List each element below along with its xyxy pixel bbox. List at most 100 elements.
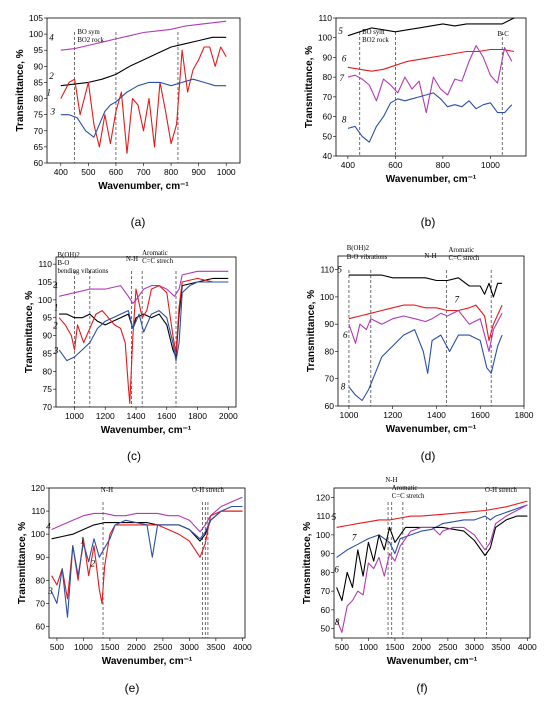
curve-label: 8 xyxy=(341,382,346,392)
x-tick-label: 600 xyxy=(109,167,123,177)
y-tick-label: 90 xyxy=(325,319,335,329)
annotation: C=C stretch xyxy=(392,493,425,500)
y-tick-label: 110 xyxy=(38,259,52,269)
curve-label: 4 xyxy=(46,522,51,532)
annotation: B(OH)2 xyxy=(58,252,81,259)
x-tick-label: 1500 xyxy=(100,642,119,652)
series-line-8 xyxy=(336,504,528,633)
curve-label: 5 xyxy=(337,264,342,274)
x-tick-label: 3000 xyxy=(180,642,199,652)
y-tick-label: 110 xyxy=(316,511,330,521)
series-line-3 xyxy=(60,78,227,138)
series-line-4 xyxy=(58,270,229,304)
x-tick-label: 500 xyxy=(335,642,349,652)
panel-b: 400 600 800 1000 40 50 60 70 80 90 100 110 Wavenumbe… xyxy=(304,13,527,229)
x-tick-label: 1000 xyxy=(359,642,378,652)
y-tick-label: 85 xyxy=(34,77,44,87)
y-tick-label: 90 xyxy=(36,552,46,562)
x-tick-label: 1200 xyxy=(96,411,115,421)
y-tick-label: 80 xyxy=(323,72,333,82)
y-tick-label: 60 xyxy=(325,401,335,411)
y-tick-label: 80 xyxy=(43,366,53,376)
x-tick-label: 800 xyxy=(436,160,450,170)
annotation: bending vibrations xyxy=(58,268,109,275)
panel-label: (e) xyxy=(125,681,140,695)
curve-label: 7 xyxy=(340,73,345,83)
y-tick-label: 105 xyxy=(29,13,43,23)
y-tick-label: 90 xyxy=(43,331,53,341)
y-tick-label: 80 xyxy=(34,94,44,104)
annotation: Aromatic xyxy=(449,247,475,254)
y-tick-label: 90 xyxy=(321,549,331,559)
x-tick-label: 1400 xyxy=(127,411,146,421)
annotation: O-H stretch xyxy=(485,487,517,494)
x-tick-label: 1000 xyxy=(74,642,93,652)
curve-label: 3 xyxy=(47,586,53,596)
y-tick-label: 110 xyxy=(318,13,332,23)
y-tick-label: 75 xyxy=(43,384,53,394)
y-tick-label: 70 xyxy=(43,402,53,412)
x-tick-label: 500 xyxy=(50,642,64,652)
curve-label: 4 xyxy=(49,33,54,43)
y-tick-label: 95 xyxy=(43,313,53,323)
panel-f: 500 1000 1500 2000 2500 3000 3500 4000 50 60 70 80 9… xyxy=(302,477,537,695)
curve-label: 5 xyxy=(338,26,343,36)
series-line-1 xyxy=(60,46,227,154)
series-line-7 xyxy=(336,504,528,558)
y-tick-label: 60 xyxy=(321,605,331,615)
x-tick-label: 700 xyxy=(136,167,150,177)
y-tick-label: 70 xyxy=(321,586,331,596)
series-line-3 xyxy=(51,505,243,618)
curve-label: 2 xyxy=(91,558,96,568)
x-tick-label: 4000 xyxy=(233,642,252,652)
panel-c: 1000 1200 1400 1600 1800 20007075808590951001… xyxy=(24,250,238,463)
curve-label: 3 xyxy=(50,107,56,117)
x-tick-label: 3500 xyxy=(206,642,225,652)
annotation: BO sym xyxy=(77,29,100,36)
y-tick-label: 80 xyxy=(325,346,335,356)
y-tick-label: 100 xyxy=(316,530,330,540)
x-tick-label: 800 xyxy=(164,167,178,177)
y-tick-label: 50 xyxy=(323,131,333,141)
curve-label: 6 xyxy=(334,564,339,574)
x-tick-label: 2500 xyxy=(153,642,172,652)
annotation: B-O xyxy=(58,260,70,267)
y-tick-label: 100 xyxy=(38,295,52,305)
plot-frame xyxy=(333,487,531,639)
y-tick-label: 70 xyxy=(36,598,46,608)
y-axis-title: Transmittance, % xyxy=(304,46,315,128)
series-line-2 xyxy=(60,36,227,87)
y-tick-label: 120 xyxy=(31,483,45,493)
x-tick-label: 1200 xyxy=(383,410,402,420)
curve-label: 3 xyxy=(53,345,59,355)
y-tick-label: 80 xyxy=(36,575,46,585)
y-tick-label: 90 xyxy=(34,61,44,71)
y-tick-label: 100 xyxy=(29,29,43,39)
y-tick-label: 70 xyxy=(34,126,44,136)
annotation: B(OH)2 xyxy=(347,245,370,252)
x-tick-label: 4000 xyxy=(518,642,537,652)
curve-label: 6 xyxy=(342,53,347,63)
y-tick-label: 65 xyxy=(34,142,44,152)
y-tick-label: 40 xyxy=(323,151,333,161)
y-tick-label: 110 xyxy=(31,506,45,516)
x-tick-label: 1800 xyxy=(515,410,534,420)
panel-label: (f) xyxy=(416,681,427,695)
curve-label: 6 xyxy=(343,330,348,340)
curve-label: 1 xyxy=(54,303,59,313)
y-tick-label: 75 xyxy=(34,110,44,120)
panel-label: (d) xyxy=(421,449,436,463)
x-axis-title: Wavenumber, cm⁻¹ xyxy=(98,181,189,192)
y-tick-label: 60 xyxy=(323,112,333,122)
x-tick-label: 500 xyxy=(81,167,95,177)
series-line-8 xyxy=(348,329,503,402)
x-tick-label: 1000 xyxy=(339,410,358,420)
series-line-5 xyxy=(347,17,515,37)
annotation: BO2 rock xyxy=(362,37,389,44)
x-tick-label: 1800 xyxy=(188,411,207,421)
series-line-4 xyxy=(60,20,227,51)
x-tick-label: 1600 xyxy=(471,410,490,420)
x-axis-title: Wavenumber, cm⁻¹ xyxy=(387,656,478,667)
curve-label: 1 xyxy=(47,87,52,97)
